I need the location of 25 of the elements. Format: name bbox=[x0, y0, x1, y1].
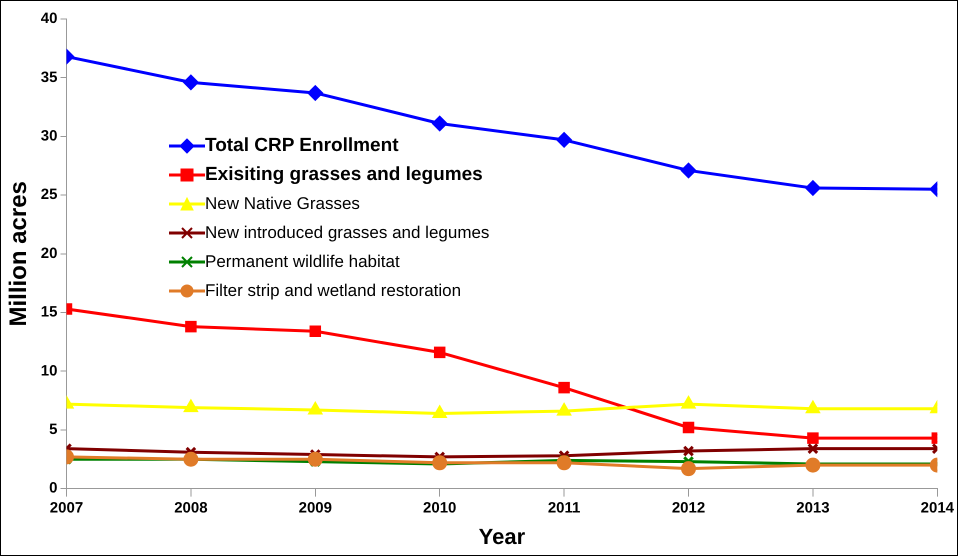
x-axis-title: Year bbox=[478, 524, 526, 549]
y-tick-label: 0 bbox=[49, 480, 58, 497]
x-tick-label: 2009 bbox=[298, 500, 332, 517]
y-tick-label: 15 bbox=[40, 304, 58, 321]
y-tick-label: 10 bbox=[40, 362, 58, 380]
y-tick-label: 35 bbox=[40, 68, 58, 86]
legend-label: New Native Grasses bbox=[205, 194, 360, 214]
x-tick-label: 2011 bbox=[548, 500, 580, 517]
x-tick-label: 2014 bbox=[920, 500, 955, 517]
legend-label: Filter strip and wetland restoration bbox=[205, 280, 462, 300]
y-tick-label: 5 bbox=[49, 421, 58, 438]
y-tick-label: 30 bbox=[40, 128, 58, 145]
legend-label: New introduced grasses and legumes bbox=[205, 222, 490, 242]
y-tick-label: 25 bbox=[40, 186, 58, 204]
legend-label: Total CRP Enrollment bbox=[205, 134, 399, 156]
y-tick-label: 20 bbox=[40, 244, 58, 262]
y-tick-label: 40 bbox=[40, 10, 58, 28]
y-axis-title: Million acres bbox=[5, 181, 32, 326]
x-tick-label: 2010 bbox=[423, 500, 456, 517]
legend-label: Exisiting grasses and legumes bbox=[205, 164, 483, 186]
legend-label: Permanent wildlife habitat bbox=[205, 252, 400, 272]
x-tick-label: 2008 bbox=[174, 500, 208, 517]
x-tick-label: 2007 bbox=[50, 500, 84, 517]
x-tick-label: 2012 bbox=[672, 500, 706, 517]
x-tick-label: 2013 bbox=[796, 500, 830, 517]
